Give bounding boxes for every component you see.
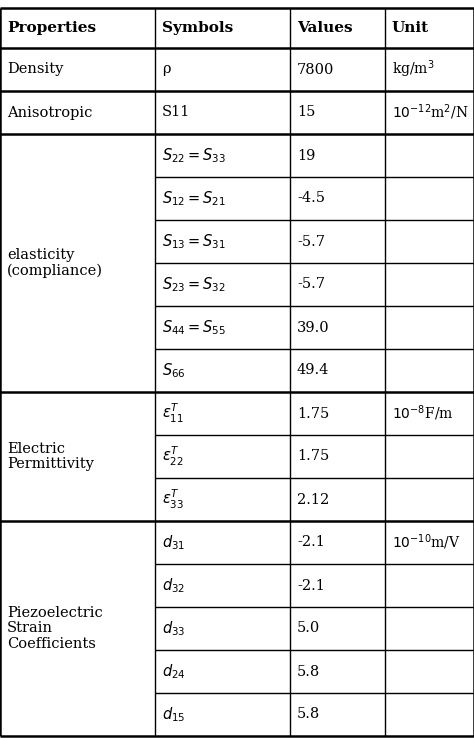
- Text: kg/m$^3$: kg/m$^3$: [392, 59, 435, 80]
- Text: 49.4: 49.4: [297, 364, 329, 378]
- Text: $d_{15}$: $d_{15}$: [162, 705, 185, 724]
- Text: Permittivity: Permittivity: [7, 458, 94, 472]
- Text: Symbols: Symbols: [162, 21, 233, 35]
- Text: $d_{24}$: $d_{24}$: [162, 662, 186, 681]
- Text: Density: Density: [7, 63, 64, 77]
- Text: $10^{-10}$m/V: $10^{-10}$m/V: [392, 533, 461, 552]
- Text: -2.1: -2.1: [297, 536, 325, 550]
- Text: $d_{33}$: $d_{33}$: [162, 619, 185, 638]
- Text: $S_{66}$: $S_{66}$: [162, 361, 186, 380]
- Text: Electric: Electric: [7, 441, 65, 455]
- Text: $d_{32}$: $d_{32}$: [162, 576, 185, 595]
- Text: $d_{31}$: $d_{31}$: [162, 533, 185, 552]
- Text: -2.1: -2.1: [297, 579, 325, 593]
- Text: 5.8: 5.8: [297, 664, 320, 678]
- Text: $S_{22}=S_{33}$: $S_{22}=S_{33}$: [162, 146, 226, 165]
- Text: 15: 15: [297, 106, 315, 120]
- Text: $S_{13}=S_{31}$: $S_{13}=S_{31}$: [162, 232, 226, 251]
- Text: 19: 19: [297, 148, 315, 162]
- Text: ρ: ρ: [162, 63, 171, 77]
- Text: $\varepsilon_{11}^{T}$: $\varepsilon_{11}^{T}$: [162, 402, 184, 425]
- Text: $10^{-12}$m$^2$/N: $10^{-12}$m$^2$/N: [392, 103, 469, 123]
- Text: -4.5: -4.5: [297, 191, 325, 205]
- Text: 39.0: 39.0: [297, 320, 329, 334]
- Text: -5.7: -5.7: [297, 277, 325, 292]
- Text: $S_{44}=S_{55}$: $S_{44}=S_{55}$: [162, 318, 226, 337]
- Text: $S_{12}=S_{21}$: $S_{12}=S_{21}$: [162, 189, 226, 208]
- Text: elasticity: elasticity: [7, 248, 74, 262]
- Text: Strain: Strain: [7, 621, 53, 635]
- Text: S11: S11: [162, 106, 191, 120]
- Text: 2.12: 2.12: [297, 492, 329, 506]
- Text: $\varepsilon_{22}^{T}$: $\varepsilon_{22}^{T}$: [162, 445, 184, 468]
- Text: Properties: Properties: [7, 21, 96, 35]
- Text: 7800: 7800: [297, 63, 334, 77]
- Text: 5.0: 5.0: [297, 621, 320, 635]
- Text: Coefficients: Coefficients: [7, 637, 96, 651]
- Text: Anisotropic: Anisotropic: [7, 106, 92, 120]
- Text: (compliance): (compliance): [7, 263, 103, 278]
- Text: Values: Values: [297, 21, 353, 35]
- Text: Piezoelectric: Piezoelectric: [7, 606, 103, 620]
- Text: $S_{23}=S_{32}$: $S_{23}=S_{32}$: [162, 275, 226, 294]
- Text: Unit: Unit: [392, 21, 429, 35]
- Text: $10^{-8}$F/m: $10^{-8}$F/m: [392, 404, 454, 424]
- Text: $\varepsilon_{33}^{T}$: $\varepsilon_{33}^{T}$: [162, 488, 184, 511]
- Text: 1.75: 1.75: [297, 449, 329, 463]
- Text: -5.7: -5.7: [297, 235, 325, 249]
- Text: 5.8: 5.8: [297, 708, 320, 722]
- Text: 1.75: 1.75: [297, 407, 329, 421]
